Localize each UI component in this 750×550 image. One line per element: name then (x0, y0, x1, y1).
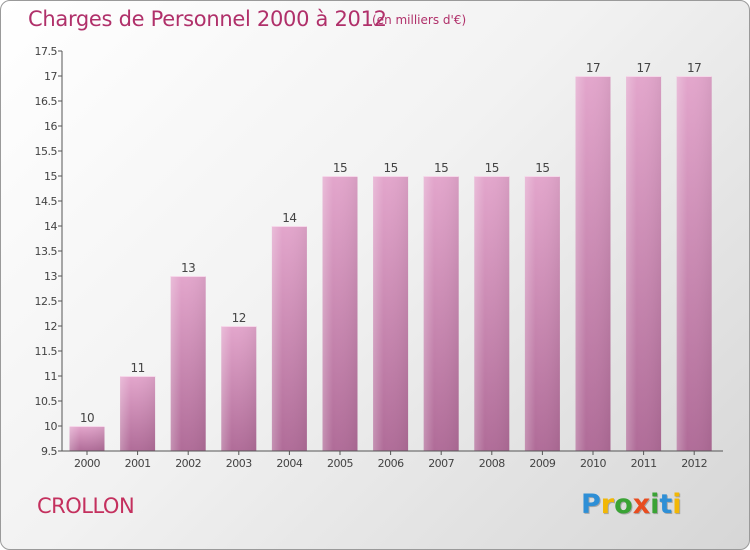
y-tick-label: 14.5 (35, 195, 58, 208)
bar-sheen (170, 276, 206, 451)
data-labels: 10 11 13 12 14 15 15 15 15 15 17 17 17 (80, 61, 702, 425)
y-tick-label: 12 (44, 320, 57, 333)
chart-title: Charges de Personnel 2000 à 2012 (28, 7, 387, 31)
y-tick-label: 15 (44, 170, 57, 183)
y-tick-label: 10.5 (35, 395, 58, 408)
data-label: 15 (535, 161, 549, 175)
bar-sheen (626, 76, 662, 451)
x-tick-label: 2005 (327, 457, 353, 470)
y-axis: 9.5 10 10.5 11 11.5 12 12.5 13 13.5 14 14.5 15 15.5 1… (35, 45, 63, 458)
logo-letter: o (614, 489, 633, 520)
x-tick-label: 2001 (125, 457, 151, 470)
y-tick-label: 11 (44, 370, 57, 383)
logo-letter: i (650, 489, 660, 520)
y-tick-label: 17 (44, 70, 57, 83)
logo-letter: t (659, 489, 673, 520)
bar-sheen (474, 176, 510, 451)
bar-sheen (271, 226, 307, 451)
x-tick-label: 2009 (529, 457, 555, 470)
bar-sheen (423, 176, 459, 451)
x-tick-label: 2007 (428, 457, 454, 470)
bar-sheen (373, 176, 409, 451)
bar-sheen (575, 76, 611, 451)
y-tick-label: 16.5 (35, 95, 58, 108)
y-tick-label: 16 (44, 120, 57, 133)
data-label: 15 (434, 161, 448, 175)
y-tick-label: 17.5 (35, 45, 58, 58)
data-label: 17 (586, 61, 600, 75)
data-label: 15 (485, 161, 499, 175)
x-tick-label: 2010 (580, 457, 606, 470)
logo-letter: x (632, 489, 651, 520)
bar-sheen (120, 376, 156, 451)
bar-sheen (322, 176, 358, 451)
data-label: 15 (333, 161, 347, 175)
bar-sheen (69, 426, 105, 451)
data-label: 10 (80, 411, 94, 425)
x-tick-label: 2000 (74, 457, 100, 470)
x-axis: 2000 2001 2002 2003 2004 2005 2006 2007 2008 2009… (62, 450, 723, 470)
data-label: 17 (687, 61, 701, 75)
y-tick-label: 13.5 (35, 245, 58, 258)
x-tick-label: 2012 (681, 457, 707, 470)
data-label: 17 (636, 61, 650, 75)
y-tick-label: 15.5 (35, 145, 58, 158)
data-label: 11 (130, 361, 144, 375)
bar-sheen (221, 326, 257, 451)
x-tick-label: 2008 (479, 457, 505, 470)
logo-letter: i (672, 489, 682, 520)
proxiti-logo: Proxiti (581, 489, 682, 520)
x-tick-label: 2004 (276, 457, 302, 470)
bar-sheen (676, 76, 712, 451)
data-label: 13 (181, 261, 195, 275)
data-label: 15 (383, 161, 397, 175)
y-tick-label: 13 (44, 270, 57, 283)
x-tick-label: 2006 (378, 457, 404, 470)
data-label: 14 (282, 211, 296, 225)
chart-subtitle: (en milliers d'€) (372, 13, 467, 27)
data-label: 12 (232, 311, 246, 325)
y-tick-label: 10 (44, 420, 57, 433)
y-tick-label: 9.5 (41, 445, 57, 458)
x-tick-label: 2011 (631, 457, 657, 470)
y-tick-label: 14 (44, 220, 57, 233)
logo-letter: r (600, 489, 615, 520)
y-tick-label: 11.5 (35, 345, 58, 358)
bars (69, 76, 712, 451)
y-tick-label: 12.5 (35, 295, 58, 308)
logo-letter: P (581, 489, 601, 520)
bar-sheen (524, 176, 560, 451)
x-tick-label: 2002 (175, 457, 201, 470)
x-tick-label: 2003 (226, 457, 252, 470)
commune-name: CROLLON (37, 494, 135, 518)
